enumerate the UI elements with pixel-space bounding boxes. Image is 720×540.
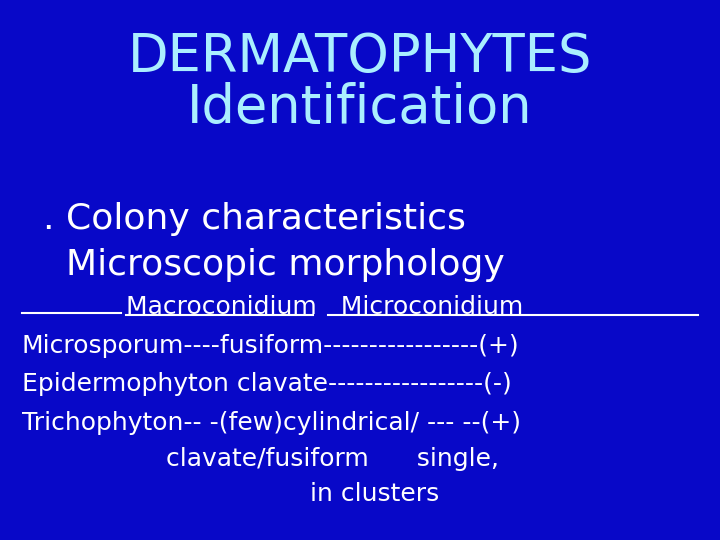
Text: . Colony characteristics: . Colony characteristics [43, 202, 466, 235]
Text: Macroconidium   Microconidium: Macroconidium Microconidium [126, 295, 523, 319]
Text: Microsporum----fusiform-----------------(+): Microsporum----fusiform-----------------… [22, 334, 519, 357]
Text: Identification: Identification [187, 82, 533, 134]
Text: clavate/fusiform      single,: clavate/fusiform single, [22, 447, 498, 471]
Text: DERMATOPHYTES: DERMATOPHYTES [127, 31, 593, 83]
Text: in clusters: in clusters [22, 482, 439, 506]
Text: Trichophyton-- -(few)cylindrical/ --- --(+): Trichophyton-- -(few)cylindrical/ --- --… [22, 411, 521, 435]
Text: Epidermophyton clavate-----------------(-): Epidermophyton clavate-----------------(… [22, 373, 511, 396]
Text: Microscopic morphology: Microscopic morphology [43, 248, 505, 281]
